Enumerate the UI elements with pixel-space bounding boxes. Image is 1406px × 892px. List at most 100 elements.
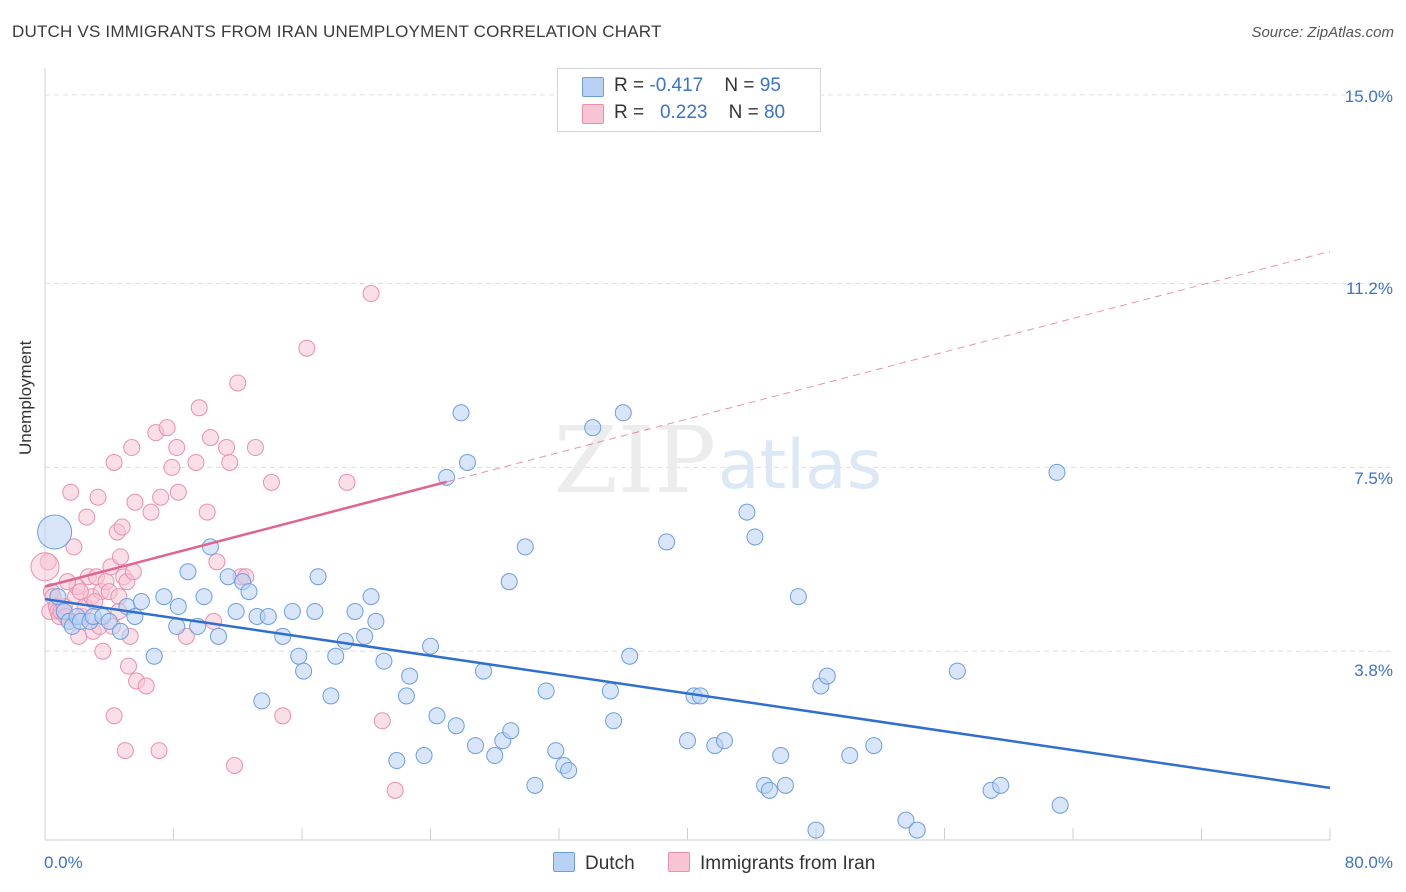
dutch-point [169, 598, 187, 616]
dutch-point [865, 737, 883, 755]
dutch-point [738, 503, 756, 521]
dutch-point [309, 568, 327, 586]
dutch-point [776, 776, 794, 794]
dutch-point [428, 707, 446, 725]
legend-r-label: R = [614, 75, 650, 96]
iran-point [338, 473, 356, 491]
dutch-point [283, 602, 301, 620]
dutch-point [772, 747, 790, 765]
dutch-point [447, 717, 465, 735]
bottom-legend-iran: Immigrants from Iran [668, 852, 875, 875]
dutch-point [614, 404, 632, 422]
dutch-point [537, 682, 555, 700]
dutch-point [807, 821, 825, 839]
dutch-point [897, 811, 915, 829]
iran-swatch [582, 104, 604, 124]
dutch-point [715, 732, 733, 750]
dutch-point [253, 692, 271, 710]
iran-point [187, 453, 205, 471]
dutch-point [37, 514, 73, 550]
dutch-point [502, 722, 520, 740]
dutch-point [145, 647, 163, 665]
iran-point [198, 503, 216, 521]
dutch-point [1051, 796, 1069, 814]
dutch-point [219, 568, 237, 586]
iran-point [150, 742, 168, 760]
watermark-atlas: atlas [718, 426, 882, 505]
iran-swatch [668, 852, 690, 872]
iran-point [94, 642, 112, 660]
dutch-point [516, 538, 534, 556]
dutch-point [168, 617, 186, 635]
iran-point [229, 374, 247, 392]
y-tick-label: 15.0% [1344, 87, 1393, 106]
iran-point [113, 518, 131, 536]
legend-r-value-iran: 0.223 [659, 102, 708, 123]
legend-n-label: N = [724, 75, 760, 96]
dutch-point [452, 404, 470, 422]
iran-point [262, 473, 280, 491]
iran-point [373, 712, 391, 730]
dutch-point [362, 588, 380, 606]
dutch-point [155, 588, 173, 606]
dutch-point [746, 528, 764, 546]
iran-point [246, 439, 264, 457]
dutch-point [375, 652, 393, 670]
dutch-point [209, 627, 227, 645]
iran-point [221, 453, 239, 471]
iran-point [190, 399, 208, 417]
legend-n-label: N = [728, 102, 764, 123]
iran-point [142, 503, 160, 521]
iran-point [208, 553, 226, 571]
dutch-point [789, 588, 807, 606]
dutch-point [422, 637, 439, 655]
iran-point [78, 508, 96, 526]
dutch-point [438, 468, 456, 486]
y-tick-label: 7.5% [1354, 469, 1393, 488]
iran-point [169, 483, 187, 501]
dutch-point [240, 583, 258, 601]
dutch-point [100, 612, 118, 630]
dutch-point [1048, 463, 1066, 481]
bottom-legend-dutch: Dutch [553, 852, 635, 875]
dutch-point [679, 732, 696, 750]
iran-point [298, 339, 316, 357]
dutch-point [621, 647, 639, 665]
iran-point [226, 756, 244, 774]
iran-point [62, 483, 80, 501]
correlation-legend: R = -0.417 N = 95 R = 0.223 N = 80 [557, 68, 821, 132]
dutch-point [948, 662, 966, 680]
iran-point [105, 707, 123, 725]
dutch-point [290, 647, 308, 665]
legend-r-label: R = [614, 102, 650, 123]
dutch-point [179, 563, 197, 581]
iran-point [120, 657, 138, 675]
dutch-point [458, 453, 476, 471]
dutch-point [601, 682, 619, 700]
iran-point [30, 552, 60, 582]
dutch-point [259, 607, 277, 625]
dutch-point [295, 662, 313, 680]
dutch-point [346, 602, 364, 620]
iran-point [111, 548, 129, 566]
iran-point [89, 488, 107, 506]
dutch-point [111, 622, 129, 640]
dutch-swatch [553, 852, 575, 872]
dutch-trend-line [44, 597, 1331, 790]
dutch-point [227, 602, 245, 620]
dutch-point [908, 821, 926, 839]
legend-n-value-iran: 80 [763, 102, 786, 123]
dutch-point [322, 687, 340, 705]
dutch-point [274, 627, 292, 645]
iran-point [116, 742, 134, 760]
iran-point [168, 439, 186, 457]
iran-point [137, 677, 155, 695]
iran-point [274, 707, 292, 725]
iran-point [205, 612, 223, 630]
dutch-point [306, 602, 324, 620]
iran-point [163, 458, 181, 476]
iran-point [201, 429, 219, 447]
iran-point [152, 488, 170, 506]
watermark-zip: ZIP [554, 407, 716, 514]
dutch-point [547, 742, 565, 760]
